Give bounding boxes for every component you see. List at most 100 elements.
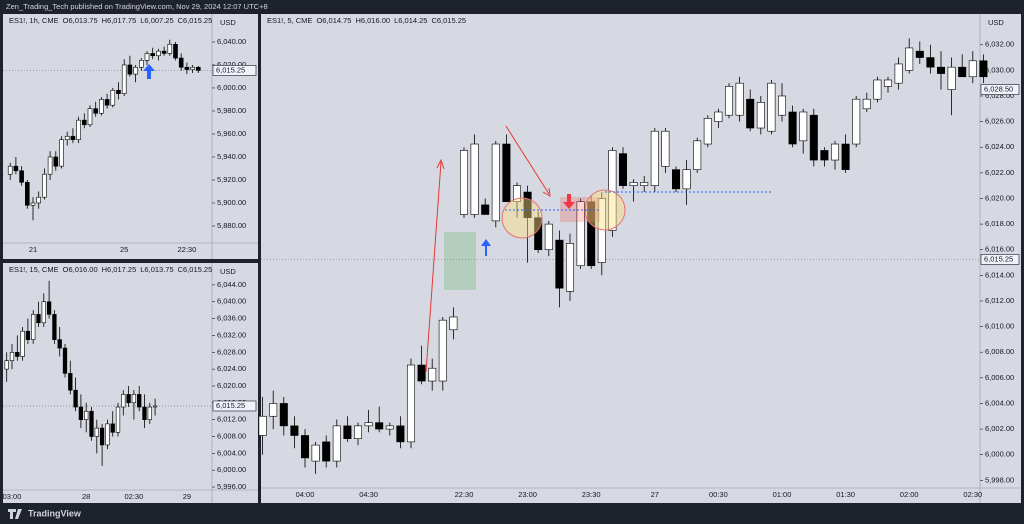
candle-body [862,98,871,110]
candle-body [121,64,127,95]
candle-body [375,422,384,430]
sell-arrow [563,194,575,209]
y-tick-label: 6,010.00 [985,322,1014,331]
y-tick-label: 6,040.00 [217,37,246,46]
candle-body [137,394,142,408]
candle-body [78,406,84,420]
candle-body [73,389,78,408]
y-tick-label: 6,012.00 [985,296,1014,305]
candle-body [428,367,437,382]
price-label: 6,015.25 [216,401,245,410]
y-tick-label: 6,030.00 [985,65,1014,74]
candle-body [9,351,15,362]
y-tick-label: 6,024.00 [217,364,246,373]
y-tick-label: 6,032.00 [985,40,1014,49]
candle-body [735,82,744,116]
arrow-line [425,161,442,373]
candle-body [99,427,105,446]
zone [444,232,476,290]
candle-body [523,191,532,218]
y-tick-label: 6,020.00 [217,60,246,69]
y-tick-label: 6,024.00 [985,142,1014,151]
candle-body [68,373,73,391]
candle-body [396,425,405,443]
candle-body [332,425,341,462]
highlight [501,197,543,239]
x-tick-label: 01:00 [773,490,792,499]
x-tick-label: 22:30 [455,490,474,499]
y-tick-label: 5,880.00 [217,221,246,230]
candle-body [87,108,93,126]
candle-body [343,425,352,439]
candle-body [640,182,649,186]
candle-body [958,66,967,78]
price-label-box [980,84,1020,95]
candle-body [565,243,575,292]
arrow-head [436,158,445,170]
price-label-box [212,65,257,76]
candle-body [459,150,469,215]
candle-body [4,360,9,370]
candle-body [184,66,190,70]
candle-body [31,314,36,340]
y-tick-label: 6,000.00 [217,465,246,474]
y-tick-label: 6,014.00 [985,270,1014,279]
candle-body [178,57,184,68]
candle-body [926,57,935,68]
candle-body [131,394,137,404]
candle-body [682,169,691,190]
y-tick-label: 6,000.00 [985,450,1014,459]
candle-body [512,185,522,202]
y-tick-label: 6,020.00 [217,381,246,390]
candle-body [150,53,155,57]
y-tick-label: 5,980.00 [217,106,246,115]
candle-body [788,111,797,145]
candle-body [406,364,416,443]
y-tick-label: 5,998.00 [985,475,1014,484]
candle-body [385,425,394,430]
candle-body [30,202,36,206]
arrow-line [505,125,550,195]
y-tick-label: 6,026.00 [985,117,1014,126]
candle-body [756,102,765,129]
price-label: 6,015.25 [984,254,1013,263]
candle-body [417,364,426,382]
candle-body [809,114,818,161]
candle-body [156,50,161,57]
candle-body [167,43,173,54]
x-tick-label: 02:30 [125,492,144,501]
candle-body [99,99,104,114]
candle-body [650,130,659,186]
candle-body [311,444,320,462]
y-tick-label: 6,004.00 [217,448,246,457]
candle-body [936,66,946,74]
currency: USD [220,18,236,27]
y-tick-label: 6,000.00 [217,83,246,92]
panel-title: ES1!, 15, CME O6,016.00 H6,017.25 L6,013.75… [9,265,212,274]
x-tick-label: 25 [120,245,128,254]
candle-body [139,60,144,68]
candle-body [661,130,670,167]
y-tick-label: 6,036.00 [217,314,246,323]
candle-body [147,406,152,420]
candle-body [968,60,977,78]
brand: TradingView [28,508,82,518]
candle-body [104,99,110,106]
x-tick-label: 00:30 [709,490,728,499]
candle-body [491,143,500,222]
currency: USD [220,267,236,276]
y-tick-label: 6,020.00 [985,193,1014,202]
y-tick-label: 6,004.00 [985,398,1014,407]
candle-body [883,79,893,87]
candle-body [714,111,723,122]
candle-body [36,314,41,324]
candle-body [126,394,131,404]
price-label-box [980,254,1020,265]
candle-body [133,66,138,75]
arrow-head [542,187,551,197]
symbol: ES1!, 1h, CME [9,16,59,25]
candle-body [53,156,59,167]
candle-body [42,173,47,198]
x-tick-label: 01:30 [836,490,855,499]
